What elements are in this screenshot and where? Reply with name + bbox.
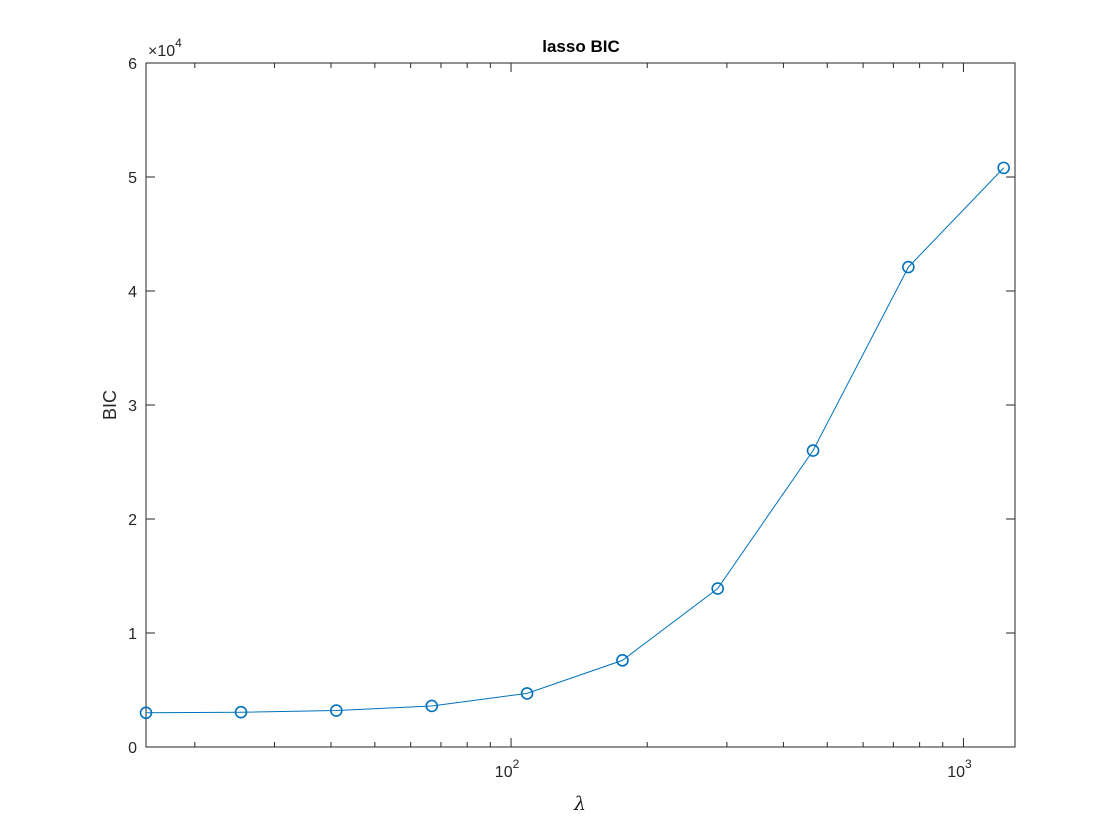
y-axis-label: BIC	[100, 390, 120, 420]
x-axis-label: λ	[573, 793, 586, 815]
y-tick-label: 2	[128, 512, 137, 529]
y-exponent-label: ×104	[148, 36, 182, 60]
x-minor-ticks	[194, 63, 944, 747]
bic-series	[139, 161, 1010, 720]
x-tick-label: 103	[947, 757, 972, 781]
plot-area: 102 103 0 1 2 3 4 5 6	[128, 56, 1016, 781]
data-point	[330, 704, 343, 717]
data-point	[425, 699, 439, 713]
data-point	[997, 161, 1010, 175]
data-point	[806, 444, 820, 457]
y-tick-label: 5	[128, 170, 137, 187]
x-axis-ticks: 102 103	[495, 63, 972, 781]
y-tick-label: 6	[128, 56, 137, 73]
data-point	[616, 654, 629, 667]
data-point	[902, 260, 915, 274]
data-point	[711, 582, 725, 595]
data-point	[520, 687, 534, 700]
data-point	[139, 706, 153, 720]
y-tick-label: 0	[128, 740, 137, 757]
y-tick-label: 3	[128, 398, 137, 415]
chart-title: lasso BIC	[542, 37, 619, 56]
y-axis-ticks: 0 1 2 3 4 5 6	[128, 56, 1015, 757]
x-tick-label: 102	[495, 757, 520, 781]
y-tick-label: 4	[128, 284, 137, 301]
y-tick-label: 1	[128, 626, 137, 643]
series-line	[145, 167, 1005, 714]
data-point	[234, 705, 248, 719]
